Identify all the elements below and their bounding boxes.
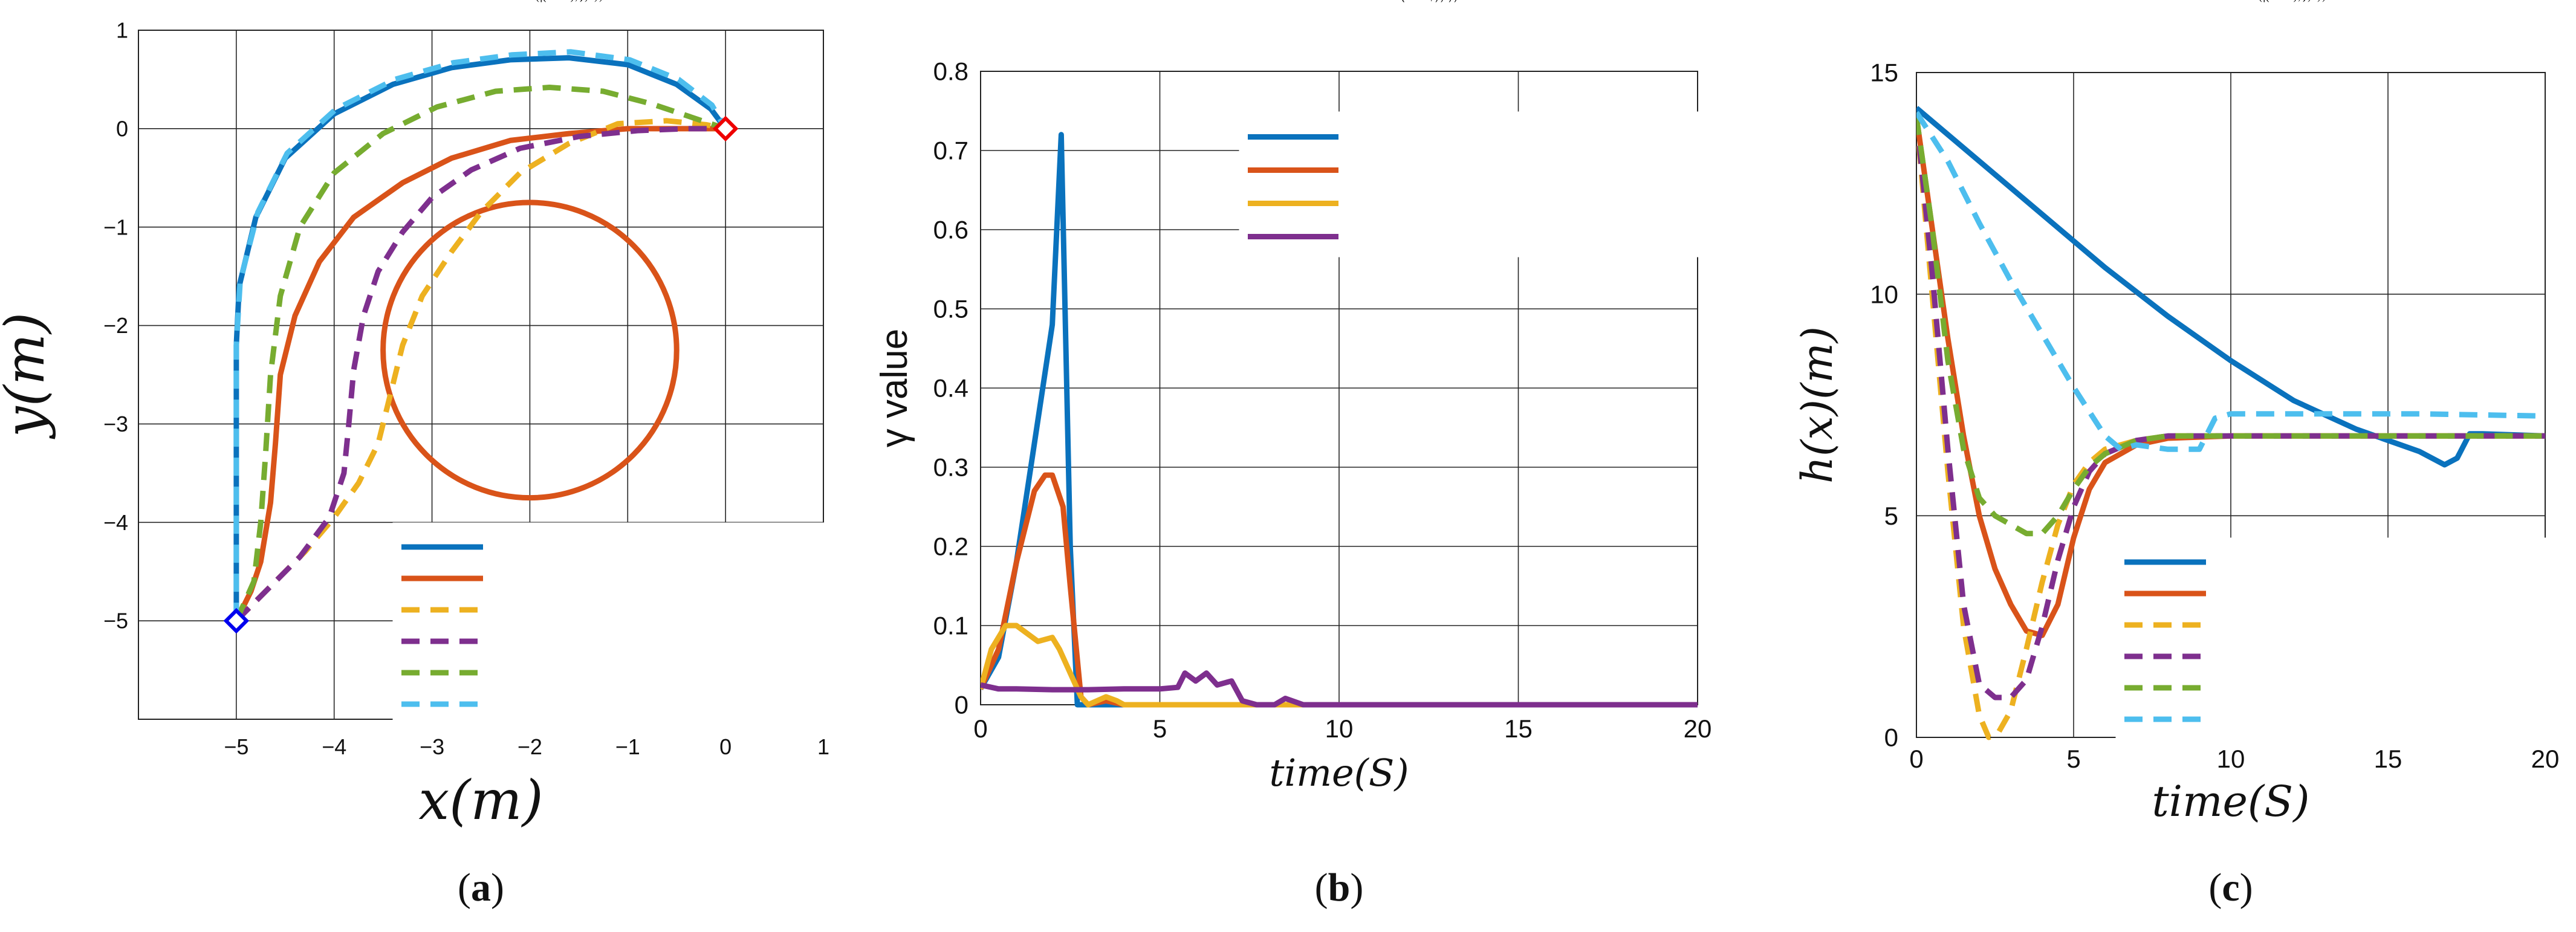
legend-label: MPC-CBF (γ = 0.01) — [2214, 0, 2297, 2]
y-tick-label: 0.1 — [933, 612, 968, 640]
series-line-1 — [981, 472, 1698, 708]
caption-letter: b — [1328, 866, 1351, 910]
x-tick-label: 5 — [2066, 745, 2080, 773]
x-tick-label: −5 — [224, 734, 248, 759]
y-axis-label: y(m) — [0, 312, 57, 439]
x-tick-label: 1 — [817, 734, 829, 759]
x-tick-label: 5 — [1153, 714, 1167, 743]
legend-label: MPC-OCBF (W = 1000) — [2214, 0, 2311, 2]
caption-letter: a — [471, 866, 491, 910]
y-tick-label: 0.4 — [933, 374, 968, 403]
legend-label: MPC-OCBF (W = 1000) — [492, 0, 588, 2]
legend-label: MPC-CBF (γ = 0.01) — [492, 0, 574, 2]
x-tick-label: 20 — [2531, 745, 2560, 773]
legend-box — [2115, 537, 2549, 739]
y-tick-label: 0 — [1884, 723, 1898, 752]
caption-close: ) — [491, 866, 504, 910]
y-tick-label: 10 — [1870, 280, 1898, 308]
x-tick-label: −4 — [322, 734, 346, 759]
y-tick-label: 15 — [1870, 59, 1898, 87]
legend-label: MPC-CBF (γ = 0.10) — [2214, 0, 2297, 2]
legend-label: MPC-CBF (γ = 0.10) — [492, 0, 574, 2]
y-tick-label: −3 — [103, 412, 128, 436]
y-axis-label: h(x)(m) — [1792, 326, 1842, 484]
legend: MPC-CBF (γ = 0.01)MPC-CBF (γ = 0.10)MPC-… — [2115, 0, 2549, 739]
x-tick-label: 15 — [1504, 714, 1533, 743]
y-tick-label: 1 — [116, 18, 128, 43]
caption-letter: c — [2222, 866, 2239, 910]
series-line-5 — [233, 49, 728, 621]
series-line-3 — [234, 126, 726, 623]
panel-caption: (b) — [1315, 866, 1364, 910]
legend-label: MPC-OCBF (W = 10, 000) — [2214, 0, 2320, 2]
y-tick-label: 0.6 — [933, 216, 968, 244]
caption-open: ( — [1315, 866, 1328, 910]
x-tick-label: 10 — [2217, 745, 2245, 773]
y-tick-label: 0.3 — [933, 453, 968, 482]
series-line-3 — [981, 670, 1698, 708]
legend-label: MPC-OCBF (W = 100, 000) — [492, 0, 602, 2]
legend-label: MPC-OCBF (W = 100) — [492, 0, 583, 2]
chart-c: 0 5 10 15 20 0 5 10 15 time(S) h(x)(m) MPC-CBF (γ =… — [1792, 0, 2559, 910]
panel-caption: (a) — [458, 866, 504, 910]
x-tick-label: −1 — [615, 734, 640, 759]
x-tick-label: 20 — [1684, 714, 1712, 743]
caption-close: ) — [1350, 866, 1363, 910]
y-tick-label: 5 — [1884, 502, 1898, 530]
x-axis-label: x(m) — [418, 769, 543, 832]
start-marker — [223, 607, 250, 634]
y-tick-label: 0.2 — [933, 532, 968, 561]
caption-open: ( — [2208, 866, 2222, 910]
legend-label: MPC-OCBF (W = 10, 000) — [492, 0, 597, 2]
x-axis-label: time(S) — [1269, 751, 1409, 795]
x-tick-label: 0 — [719, 734, 732, 759]
obstacle-circle — [380, 199, 680, 501]
x-tick-label: 15 — [2374, 745, 2402, 773]
series-line-2 — [234, 118, 727, 623]
y-tick-label: 0 — [116, 116, 128, 141]
legend-label: MPC-OCBF (W = 100) — [2214, 0, 2306, 2]
caption-close: ) — [2240, 866, 2253, 910]
x-tick-label: 10 — [1325, 714, 1354, 743]
x-tick-label: 0 — [973, 714, 987, 743]
x-tick-label: −3 — [420, 734, 444, 759]
goal-marker — [712, 115, 739, 142]
legend-label: MPC-OCBF (W=10,000) — [1347, 0, 1452, 2]
legend-box — [392, 522, 826, 724]
legend-label: MPC-OCBF (W=100,000) — [1347, 0, 1458, 2]
x-tick-label: −2 — [517, 734, 542, 759]
x-tick-label: 0 — [1909, 745, 1923, 773]
legend-label: MPC-OCBF (W = 100, 000) — [2214, 0, 2325, 2]
y-tick-label: 0.5 — [933, 295, 968, 323]
legend-label: MPC-OCBF (W=1000) — [1347, 0, 1444, 2]
y-axis-label: γ value — [874, 329, 915, 447]
legend: MPC-CBF (γ = 0.01)MPC-CBF (γ = 0.10)MPC-… — [392, 0, 826, 724]
x-axis-label: time(S) — [2152, 777, 2310, 826]
caption-open: ( — [458, 866, 471, 910]
series-line-2 — [1916, 116, 2545, 740]
series-line-4 — [233, 85, 727, 622]
y-tick-label: −1 — [103, 215, 128, 239]
y-tick-label: −4 — [103, 510, 128, 535]
legend-label: MPC-OCBF (W=100) — [1347, 0, 1439, 2]
panel-caption: (c) — [2208, 866, 2253, 910]
y-tick-label: 0.7 — [933, 137, 968, 165]
series-line-5 — [1916, 111, 2545, 452]
series-line-3 — [1916, 116, 2545, 701]
y-tick-label: −2 — [103, 313, 128, 338]
series-line-2 — [981, 623, 1698, 708]
y-tick-label: −5 — [103, 609, 128, 633]
series-line-1 — [233, 126, 726, 623]
chart-a: −5 −4 −3 −2 −1 0 1 1 0 −1 −2 −3 −4 −5 x(m) y(m) MPC-CBF … — [0, 0, 829, 910]
legend: MPC-OCBF (W=100)MPC-OCBF (W=1000)MPC-OCB… — [1239, 0, 1699, 257]
y-tick-label: 0 — [955, 691, 968, 719]
chart-b: 0 5 10 15 20 0 0.1 0.2 0.3 0.4 0.5 0.6 0.7 0.8 time(S)… — [874, 0, 1711, 910]
y-tick-label: 0.8 — [933, 57, 968, 86]
